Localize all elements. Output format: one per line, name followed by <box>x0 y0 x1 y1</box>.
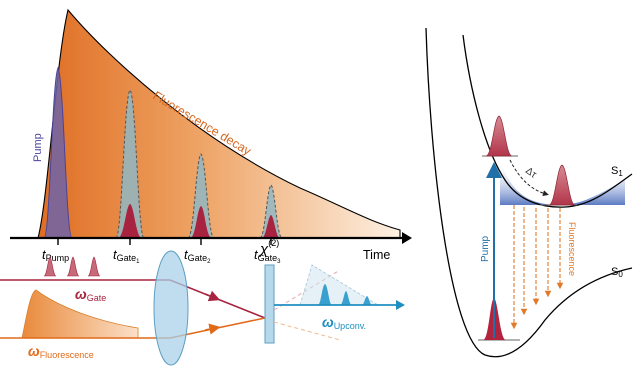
gate-input-pulse-1 <box>43 256 57 277</box>
omega-gate-label: ωGate <box>75 286 106 303</box>
omega-fluorescence-label: ωFluorescence <box>28 343 94 360</box>
energy-level-diagram: Δτ Pump Fluorescence S1 S0 <box>425 27 633 358</box>
upconverted-pulse-3 <box>362 296 372 305</box>
chi2-label: χ(2) <box>258 238 279 258</box>
fluorescence-arrows-label: Fluorescence <box>567 222 577 276</box>
residual-beam-2 <box>273 321 341 341</box>
relaxation-arrow <box>509 159 549 197</box>
pump-arrow-label: Pump <box>480 235 491 262</box>
t-pump-label: tPump <box>42 247 69 263</box>
nonlinear-crystal <box>264 264 275 344</box>
omega-upconv-label: ωUpconv. <box>322 314 366 331</box>
time-axis-arrowhead <box>402 232 412 244</box>
t-gate-1-label: tGate1 <box>113 247 140 265</box>
upconversion-setup: χ(2) ωGate ωFluorescence ωUpconv. <box>0 238 405 366</box>
s0-label: S0 <box>611 266 623 279</box>
t-gate-3-label: tGate3 <box>254 247 281 265</box>
pump-label: Pump <box>32 133 44 162</box>
decay-plot: Pump Fluorescence decay Time tPump tGate… <box>10 8 412 265</box>
t-gate-2-label: tGate2 <box>184 247 211 265</box>
gate-input-pulse-3 <box>87 256 101 277</box>
gate-envelope-2 <box>187 153 215 239</box>
delta-tau-label: Δτ <box>523 165 538 180</box>
s1-label: S1 <box>611 165 623 178</box>
fluorescence-input-pulse <box>21 289 139 339</box>
gate-peak-2 <box>190 206 212 238</box>
fluorescence-beam-arrow <box>204 323 221 335</box>
gate-peak-3 <box>262 215 280 238</box>
s0-potential-curve <box>425 27 633 358</box>
gate-peak-1 <box>118 204 142 238</box>
pump-pulse <box>43 66 73 239</box>
gate-beam-arrow <box>204 290 221 302</box>
wavepacket-relaxed <box>548 164 576 206</box>
upconverted-pulse-2 <box>340 291 352 305</box>
focusing-lens <box>153 250 189 366</box>
gate-input-pulse-2 <box>66 256 80 277</box>
fluorescence-decay-area <box>37 8 401 239</box>
gate-envelope-1 <box>115 89 145 239</box>
wavepacket-excited <box>485 115 513 157</box>
upconverted-pulse-1 <box>318 284 332 305</box>
s1-shading <box>500 160 625 205</box>
s1-potential-curve <box>462 34 633 208</box>
gate-envelope-3 <box>259 184 283 239</box>
time-label: Time <box>363 248 390 262</box>
upconverted-beam-arrowhead <box>396 300 405 310</box>
